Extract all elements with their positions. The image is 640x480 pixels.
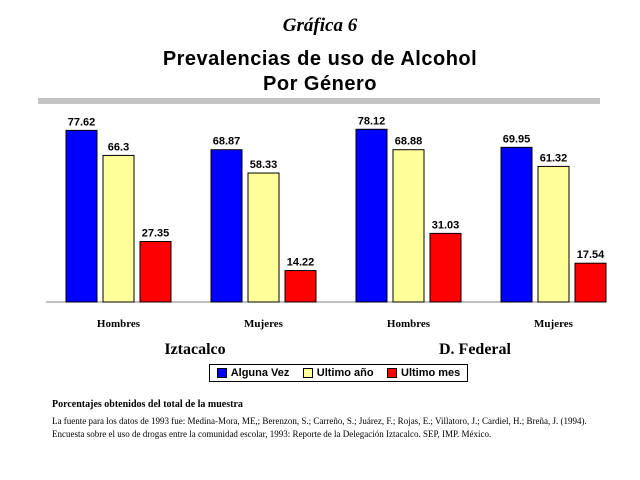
- category-label-2: Hombres: [387, 318, 431, 330]
- bar-ultimo-ano-2: [392, 149, 425, 303]
- legend-label-ultimo-mes: Ultimo mes: [401, 367, 461, 379]
- bar-ultimo-mes-1: [284, 270, 317, 303]
- data-label-alguna-vez-2: 78.12: [358, 115, 386, 127]
- chart-title-line2: Por Género: [263, 73, 377, 95]
- category-label-0: Hombres: [97, 318, 141, 330]
- category-label-3: Mujeres: [534, 318, 574, 330]
- data-label-ultimo-mes-1: 14.22: [287, 257, 315, 269]
- notes: Porcentajes obtenidos del total de la mu…: [52, 399, 592, 441]
- chart-title-line1: Prevalencias de uso de Alcohol: [162, 48, 478, 70]
- group-label-iztacalco: Iztacalco: [164, 341, 225, 358]
- bar-ultimo-mes-0: [139, 241, 172, 303]
- legend-swatch-ultimo-mes: [387, 368, 397, 378]
- figure-label: Gráfica 6: [282, 15, 358, 36]
- legend-item-ultimo-ano: Ultimo año: [302, 367, 374, 379]
- bar-alguna-vez-0: [65, 129, 98, 303]
- source-citation: La fuente para los datos de 1993 fue: Me…: [52, 416, 587, 439]
- legend: Alguna Vez Ultimo año Ultimo mes: [209, 364, 468, 382]
- bar-labels-layer: 77.62 66.3 27.35 68.87 58.33 14.22 78.12 68.88 3…: [68, 115, 605, 268]
- data-label-ultimo-ano-2: 68.88: [395, 136, 423, 148]
- notes-heading: Porcentajes obtenidos del total de la mu…: [52, 399, 243, 410]
- bar-alguna-vez-2: [355, 128, 388, 303]
- data-label-ultimo-mes-2: 31.03: [432, 219, 460, 231]
- bars-layer: [65, 128, 607, 303]
- data-label-ultimo-mes-3: 17.54: [577, 249, 605, 261]
- group-labels-layer: Iztacalco D. Federal: [164, 341, 511, 358]
- legend-swatch-ultimo-ano: [302, 368, 313, 378]
- data-label-ultimo-ano-3: 61.32: [540, 152, 568, 164]
- bar-ultimo-ano-0: [102, 154, 135, 303]
- bar-ultimo-ano-3: [537, 165, 570, 303]
- legend-swatch-alguna-vez: [216, 368, 227, 378]
- legend-item-ultimo-mes: Ultimo mes: [387, 367, 460, 379]
- category-label-1: Mujeres: [244, 318, 284, 330]
- legend-label-ultimo-ano: Ultimo año: [316, 367, 374, 379]
- data-label-alguna-vez-1: 68.87: [213, 136, 241, 148]
- bar-ultimo-mes-2: [429, 232, 462, 303]
- legend-item-alguna-vez: Alguna Vez: [216, 367, 290, 379]
- bar-alguna-vez-3: [500, 146, 533, 303]
- data-label-alguna-vez-3: 69.95: [503, 133, 531, 145]
- data-label-ultimo-ano-1: 58.33: [250, 159, 278, 171]
- bar-alguna-vez-1: [210, 149, 243, 303]
- legend-label-alguna-vez: Alguna Vez: [230, 367, 290, 379]
- data-label-ultimo-ano-0: 66.3: [108, 141, 129, 153]
- group-label-d-federal: D. Federal: [439, 341, 512, 358]
- data-label-alguna-vez-0: 77.62: [68, 116, 96, 128]
- data-label-ultimo-mes-0: 27.35: [142, 228, 170, 240]
- bar-ultimo-mes-3: [574, 262, 607, 303]
- bar-chart: 77.62 66.3 27.35 68.87 58.33 14.22 78.12 68.88 3…: [38, 98, 607, 358]
- category-labels-layer: Hombres Mujeres Hombres Mujeres: [97, 318, 574, 330]
- title-rules: [38, 98, 600, 104]
- bar-ultimo-ano-1: [247, 172, 280, 303]
